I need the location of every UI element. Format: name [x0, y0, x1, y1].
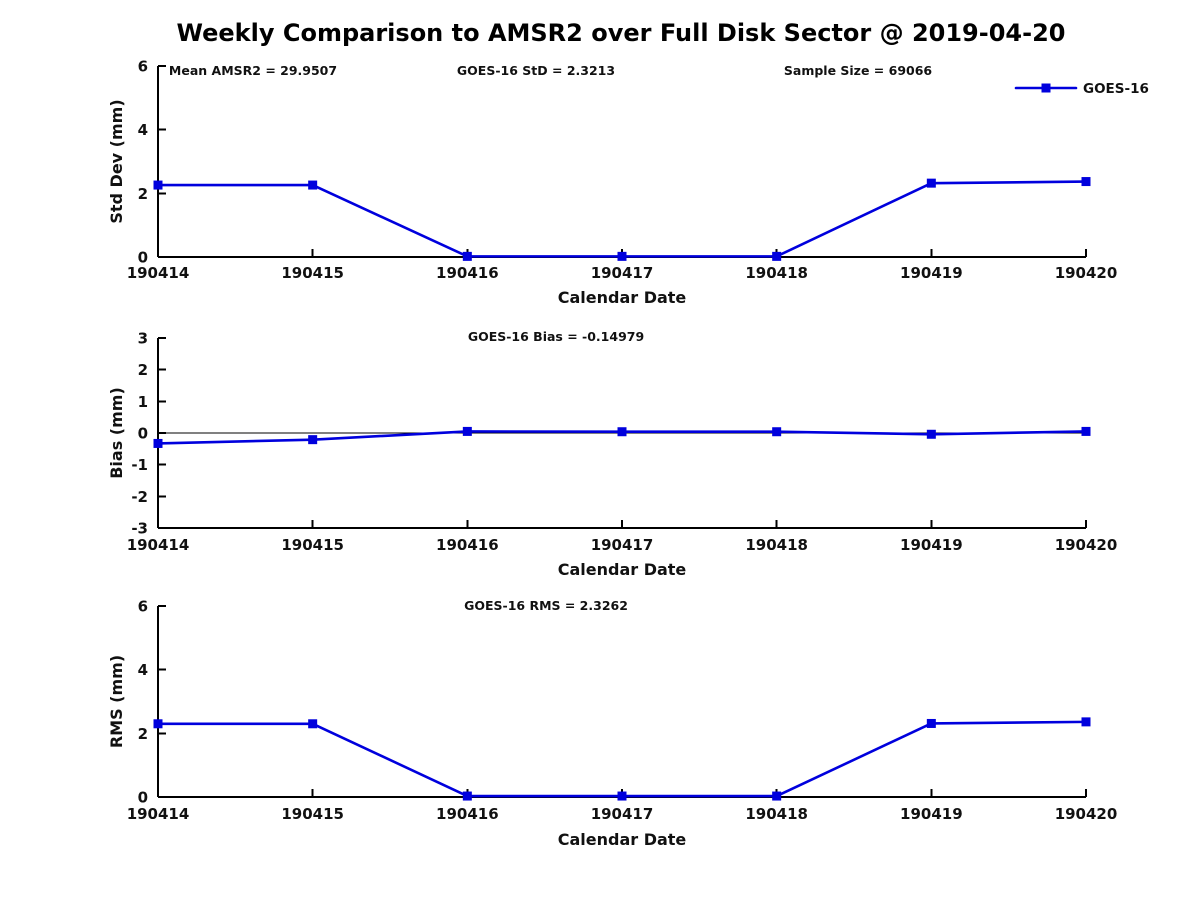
data-point-marker	[1081, 426, 1091, 436]
y-tick-label: 2	[138, 725, 148, 743]
x-tick-label: 190419	[900, 805, 963, 823]
data-point-marker	[772, 251, 782, 261]
y-tick-label: 3	[138, 330, 148, 348]
x-tick-label: 190414	[127, 536, 190, 554]
legend-marker	[1041, 83, 1051, 93]
data-point-marker	[617, 251, 627, 261]
data-point-marker	[926, 718, 936, 728]
x-tick-label: 190415	[281, 536, 344, 554]
y-tick-label: 6	[138, 598, 148, 616]
x-tick-label: 190415	[281, 805, 344, 823]
data-point-marker	[1081, 717, 1091, 727]
data-point-marker	[153, 719, 163, 729]
data-point-marker	[926, 429, 936, 439]
data-point-marker	[462, 251, 472, 261]
x-tick-label: 190418	[745, 536, 808, 554]
data-point-marker	[926, 178, 936, 188]
data-point-marker	[617, 427, 627, 437]
data-point-marker	[772, 427, 782, 437]
x-axis-label: Calendar Date	[558, 560, 687, 579]
y-tick-label: 4	[138, 661, 148, 679]
y-axis-label: Bias (mm)	[107, 387, 126, 479]
y-tick-label: -3	[131, 520, 148, 538]
x-tick-label: 190416	[436, 264, 499, 282]
legend-label: GOES-16	[1083, 81, 1149, 97]
rms-subplot: 0 2 4 6 190414 190415 190416 190417 190418 190419…	[107, 598, 1117, 850]
x-tick-label: 190418	[745, 805, 808, 823]
y-tick-label: 0	[138, 249, 148, 267]
stat-annotation: GOES-16 RMS = 2.3262	[464, 598, 628, 613]
y-tick-label: 1	[138, 393, 148, 411]
y-tick-label: 4	[138, 121, 148, 139]
data-point-marker	[153, 438, 163, 448]
stat-annotation: Mean AMSR2 = 29.9507	[169, 63, 337, 78]
x-axis-label: Calendar Date	[558, 830, 687, 849]
bias-subplot: -3 -2 -1 0 1 2 3 190414 190415 190416 190417 190418…	[107, 329, 1117, 579]
stddev-subplot: 0 2 4 6 190414 190415 190416 190417 190418 190419…	[107, 58, 1149, 308]
data-point-marker	[153, 180, 163, 190]
data-point-marker	[308, 180, 318, 190]
x-tick-label: 190414	[127, 805, 190, 823]
x-tick-label: 190417	[591, 264, 654, 282]
x-tick-label: 190419	[900, 536, 963, 554]
y-tick-label: 0	[138, 425, 148, 443]
y-tick-label: 6	[138, 58, 148, 76]
data-point-marker	[308, 435, 318, 445]
x-tick-label: 190414	[127, 264, 190, 282]
x-tick-label: 190419	[900, 264, 963, 282]
data-point-marker	[617, 791, 627, 801]
x-tick-label: 190420	[1055, 536, 1118, 554]
data-point-marker	[462, 791, 472, 801]
stat-annotation: Sample Size = 69066	[784, 63, 933, 78]
page-title: Weekly Comparison to AMSR2 over Full Dis…	[176, 19, 1066, 47]
y-tick-label: -1	[131, 456, 148, 474]
x-tick-label: 190417	[591, 805, 654, 823]
x-tick-label: 190416	[436, 805, 499, 823]
data-point-marker	[772, 791, 782, 801]
y-axis-label: Std Dev (mm)	[107, 99, 126, 223]
x-axis-label: Calendar Date	[558, 288, 687, 307]
y-tick-label: 2	[138, 185, 148, 203]
stat-annotation: GOES-16 Bias = -0.14979	[468, 329, 644, 344]
data-point-marker	[308, 719, 318, 729]
x-tick-label: 190415	[281, 264, 344, 282]
x-tick-label: 190416	[436, 536, 499, 554]
stat-annotation: GOES-16 StD = 2.3213	[457, 63, 615, 78]
y-tick-label: 2	[138, 361, 148, 379]
x-tick-label: 190420	[1055, 264, 1118, 282]
x-tick-label: 190420	[1055, 805, 1118, 823]
y-tick-label: -2	[131, 488, 148, 506]
data-point-marker	[462, 426, 472, 436]
goes16-line	[156, 720, 1088, 798]
data-point-marker	[1081, 177, 1091, 187]
y-axis-label: RMS (mm)	[107, 655, 126, 748]
goes16-line	[156, 180, 1088, 258]
legend: GOES-16	[1014, 81, 1149, 97]
x-tick-label: 190417	[591, 536, 654, 554]
x-tick-label: 190418	[745, 264, 808, 282]
y-tick-label: 0	[138, 789, 148, 807]
